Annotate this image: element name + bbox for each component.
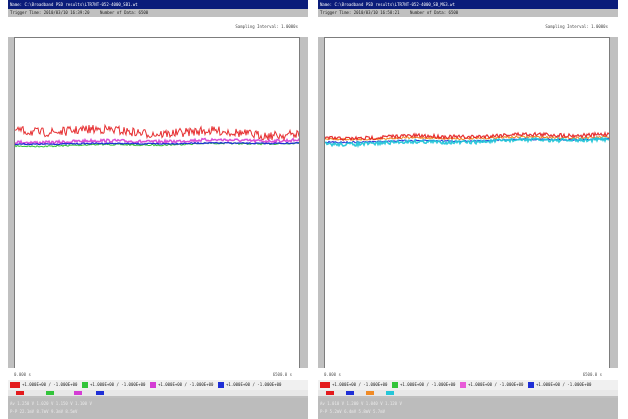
time-axis-end: 6500.0 s [582, 372, 602, 377]
channel-legend [318, 390, 618, 396]
ch2-range: +1.000E+00 / -1.000E+00 [90, 382, 146, 387]
ch2-range: +1.000E+00 / -1.000E+00 [400, 382, 456, 387]
trace-ch4 [325, 136, 609, 149]
file-title: Name: C:\Broadband PSD results\LTR7NT-05… [320, 2, 455, 7]
legend-ch3-swatch [74, 391, 82, 395]
acquisition-info-bar: Trigger Time: 2010/03/10 16:39:20 Number… [8, 9, 308, 17]
trace-ch1 [15, 123, 299, 142]
time-axis: 0.000 s 6500.0 s [318, 368, 618, 380]
plot-header: Sampling Interval: 1.0000s [8, 17, 308, 37]
ch1-range: +1.000E+00 / -1.000E+00 [22, 382, 78, 387]
number-of-data: Number of Data: 6500 [410, 10, 459, 15]
legend-ch4-swatch [386, 391, 394, 395]
sampling-interval: Sampling Interval: 1.0000s [235, 24, 298, 29]
channel-stats: Av 1.250 V 1.020 V 1.150 V 1.100 V P-P 2… [8, 398, 308, 419]
legend-ch4-swatch [96, 391, 104, 395]
ch4-swatch[interactable] [528, 382, 534, 388]
time-axis: 0.000 s 6500.0 s [8, 368, 308, 380]
ch1-swatch[interactable] [320, 382, 330, 388]
channel-range-row: +1.000E+00 / -1.000E+00 +1.000E+00 / -1.… [8, 380, 308, 390]
acquisition-info-bar: Trigger Time: 2010/03/10 16:58:21 Number… [318, 9, 618, 17]
ch4-range: +1.000E+00 / -1.000E+00 [536, 382, 592, 387]
waveform-panel-left: Name: C:\Broadband PSD results\LTR7NT-05… [8, 0, 308, 419]
trace-ch4 [15, 141, 299, 146]
ch3-swatch[interactable] [460, 382, 466, 388]
waveform-plot[interactable] [324, 37, 610, 369]
number-of-data: Number of Data: 6500 [100, 10, 149, 15]
stats-peak-to-peak: P-P 5.2mV 6.4mV 5.8mV 5.7mV [320, 409, 386, 414]
channel-legend [8, 390, 308, 396]
time-axis-start: 0.000 s [324, 372, 341, 377]
trace-ch1 [325, 130, 609, 142]
trace-ch3 [15, 137, 299, 146]
plot-header: Sampling Interval: 1.0000s [318, 17, 618, 37]
waveform-canvas [325, 130, 609, 149]
legend-ch2-swatch [346, 391, 354, 395]
file-title: Name: C:\Broadband PSD results\LTR7NT-05… [10, 2, 138, 7]
legend-ch3-swatch [366, 391, 374, 395]
trigger-time: Trigger Time: 2010/03/10 16:39:20 [10, 10, 90, 15]
ch3-swatch[interactable] [150, 382, 156, 388]
channel-range-row: +1.000E+00 / -1.000E+00 +1.000E+00 / -1.… [318, 380, 618, 390]
ch2-swatch[interactable] [82, 382, 88, 388]
ch4-range: +1.000E+00 / -1.000E+00 [226, 382, 282, 387]
stats-average: Av 1.250 V 1.020 V 1.150 V 1.100 V [10, 401, 92, 406]
time-axis-end: 6500.0 s [272, 372, 292, 377]
ch1-range: +1.000E+00 / -1.000E+00 [332, 382, 388, 387]
ch4-swatch[interactable] [218, 382, 224, 388]
channel-stats: Av 1.010 V 1.200 V 1.040 V 1.120 V P-P 5… [318, 398, 618, 419]
ch3-range: +1.000E+00 / -1.000E+00 [468, 382, 524, 387]
sampling-interval: Sampling Interval: 1.0000s [545, 24, 608, 29]
trigger-time: Trigger Time: 2010/03/10 16:58:21 [320, 10, 400, 15]
ch1-swatch[interactable] [10, 382, 20, 388]
waveform-canvas [15, 123, 299, 148]
stats-peak-to-peak: P-P 22.1mV 8.7mV 9.3mV 8.5mV [10, 409, 78, 414]
legend-ch2-swatch [46, 391, 54, 395]
legend-ch1-swatch [326, 391, 334, 395]
file-title-bar: Name: C:\Broadband PSD results\LTR7NT-05… [318, 0, 618, 9]
ch2-swatch[interactable] [392, 382, 398, 388]
waveform-panel-right: Name: C:\Broadband PSD results\LTR7NT-05… [318, 0, 618, 419]
ch3-range: +1.000E+00 / -1.000E+00 [158, 382, 214, 387]
stats-average: Av 1.010 V 1.200 V 1.040 V 1.120 V [320, 401, 402, 406]
legend-ch1-swatch [16, 391, 24, 395]
waveform-plot[interactable] [14, 37, 300, 369]
file-title-bar: Name: C:\Broadband PSD results\LTR7NT-05… [8, 0, 308, 9]
time-axis-start: 0.000 s [14, 372, 31, 377]
